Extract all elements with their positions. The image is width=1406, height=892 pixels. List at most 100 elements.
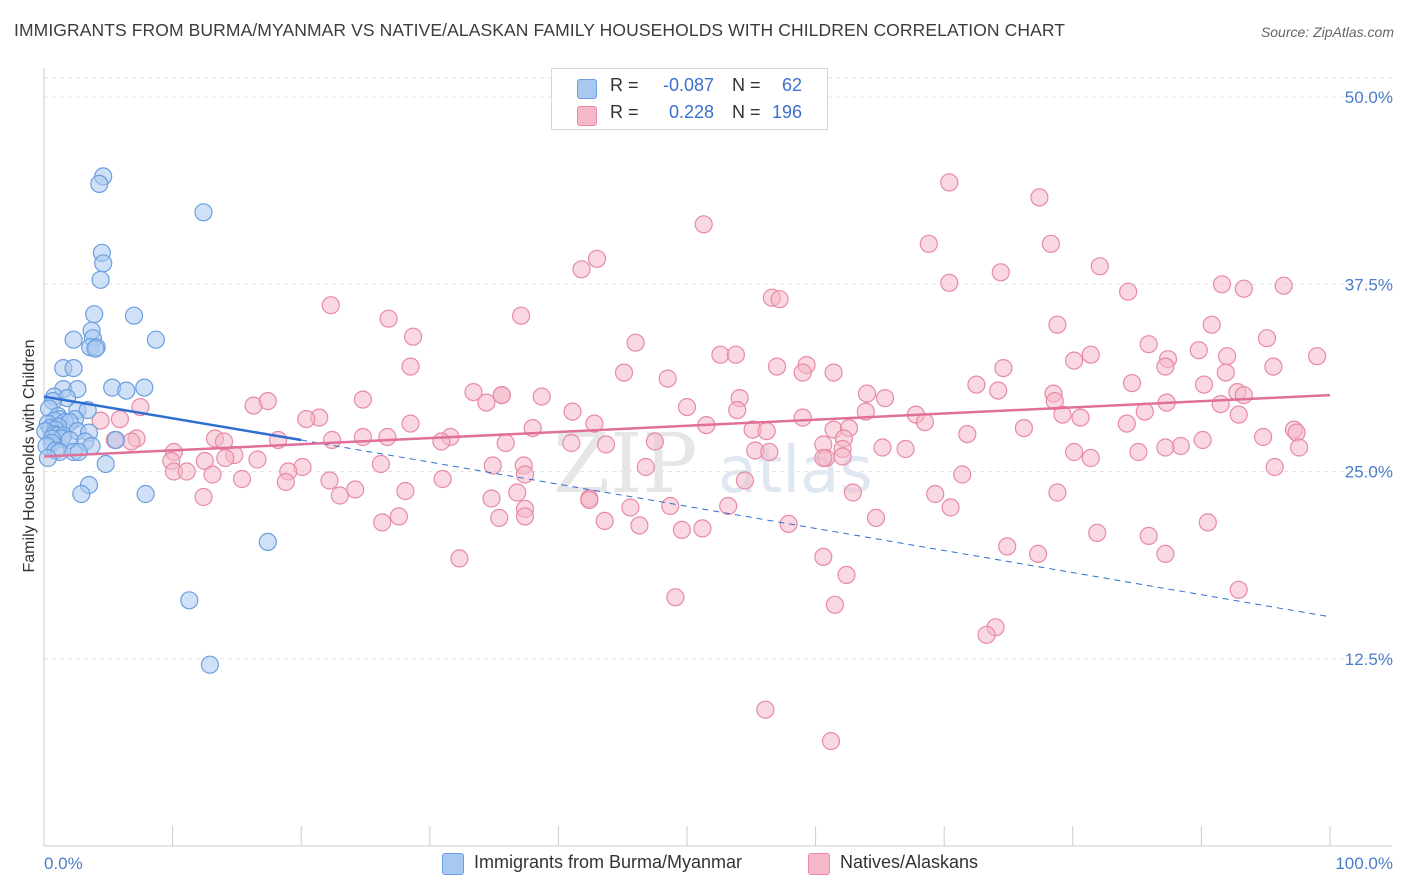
natives-point	[940, 273, 959, 292]
natives-point	[321, 296, 340, 315]
natives-point	[760, 442, 779, 462]
natives-point	[843, 483, 863, 502]
natives-point	[711, 345, 730, 364]
natives-point	[636, 457, 655, 477]
natives-point	[1048, 483, 1067, 502]
natives-point	[728, 401, 747, 420]
natives-point	[194, 487, 213, 507]
natives-point	[814, 547, 833, 567]
natives-point	[562, 433, 581, 453]
natives-point	[767, 357, 787, 376]
legend-n-value: 196	[771, 102, 802, 122]
legend-label-burma: Immigrants from Burma/Myanmar	[474, 852, 743, 872]
natives-point	[320, 471, 339, 490]
natives-point	[1198, 513, 1217, 532]
natives-point	[1202, 315, 1221, 334]
natives-point	[1289, 438, 1309, 457]
natives-point	[793, 363, 812, 382]
natives-point	[216, 448, 235, 468]
natives-trend-line	[43, 393, 1331, 458]
natives-point	[232, 469, 252, 489]
natives-point	[563, 402, 582, 421]
natives-point	[1053, 405, 1072, 424]
natives-point	[396, 481, 415, 501]
burma-point	[146, 330, 165, 349]
burma-point	[38, 448, 58, 468]
natives-point	[580, 490, 599, 510]
natives-point	[672, 520, 692, 540]
natives-point	[941, 498, 960, 517]
natives-point	[666, 588, 685, 607]
legend-swatch-blue	[442, 853, 464, 875]
burma-myanmar-points	[36, 167, 277, 674]
natives-point	[793, 408, 812, 427]
burma-point	[200, 655, 219, 674]
y-axis-label: Family Households with Children	[21, 340, 38, 573]
natives-point	[1064, 442, 1084, 462]
legend-n-label: N =	[732, 75, 761, 95]
legend-swatch-blue	[577, 79, 597, 99]
natives-point	[508, 483, 527, 502]
natives-point	[1265, 457, 1284, 477]
natives-point	[258, 392, 277, 411]
natives-point	[511, 306, 531, 325]
burma-point	[194, 203, 213, 222]
natives-point	[1193, 430, 1212, 450]
burma-point	[72, 484, 91, 504]
natives-point	[866, 508, 886, 528]
natives-point	[1234, 279, 1253, 298]
chart-source: Source: ZipAtlas.com	[1260, 24, 1394, 40]
legend-r-value: -0.087	[662, 75, 714, 95]
natives-point	[735, 471, 755, 490]
natives-point	[91, 411, 110, 430]
burma-point	[64, 359, 83, 378]
natives-point	[1118, 282, 1138, 301]
natives-point	[378, 427, 397, 447]
y-tick-label: 37.5%	[1345, 275, 1393, 294]
natives-point	[1028, 544, 1048, 564]
natives-point	[248, 450, 267, 469]
natives-point	[825, 595, 845, 614]
natives-point	[1264, 357, 1283, 376]
natives-point	[814, 448, 833, 468]
natives-point	[1071, 408, 1090, 427]
natives-point	[694, 215, 713, 234]
natives-point	[857, 384, 877, 403]
series-legend: Immigrants from Burma/Myanmar Natives/Al…	[0, 852, 1406, 878]
natives-point	[432, 432, 451, 451]
legend-r-label: R =	[610, 102, 639, 122]
natives-point	[1194, 375, 1214, 394]
natives-point	[389, 507, 408, 526]
natives-point	[1014, 419, 1034, 438]
legend-r-label: R =	[610, 75, 639, 95]
natives-point	[110, 410, 130, 429]
natives-point	[994, 359, 1013, 378]
natives-point	[821, 731, 841, 751]
natives-point	[1156, 438, 1175, 457]
natives-point	[977, 625, 996, 644]
natives-point	[515, 507, 535, 526]
natives-point	[401, 357, 420, 376]
natives-point	[989, 381, 1008, 400]
natives-point	[1081, 448, 1100, 468]
burma-point	[124, 306, 144, 325]
natives-point	[1139, 526, 1158, 546]
natives-point	[940, 173, 959, 192]
legend-swatch-pink	[577, 106, 597, 126]
natives-point	[450, 549, 469, 568]
natives-point	[1045, 392, 1064, 411]
natives-point	[433, 469, 452, 489]
burma-point	[90, 174, 109, 193]
y-tick-label: 25.0%	[1345, 463, 1393, 482]
legend-label-natives: Natives/Alaskans	[840, 852, 979, 872]
legend-r-value: 0.228	[668, 102, 714, 122]
burma-point	[180, 591, 199, 610]
natives-point	[926, 484, 945, 504]
natives-point	[1257, 329, 1277, 348]
natives-point	[919, 234, 938, 253]
natives-point	[1189, 341, 1208, 360]
natives-point	[572, 260, 591, 279]
chart-title: IMMIGRANTS FROM BURMA/MYANMAR VS NATIVE/…	[14, 20, 1066, 40]
burma-point	[85, 305, 104, 324]
